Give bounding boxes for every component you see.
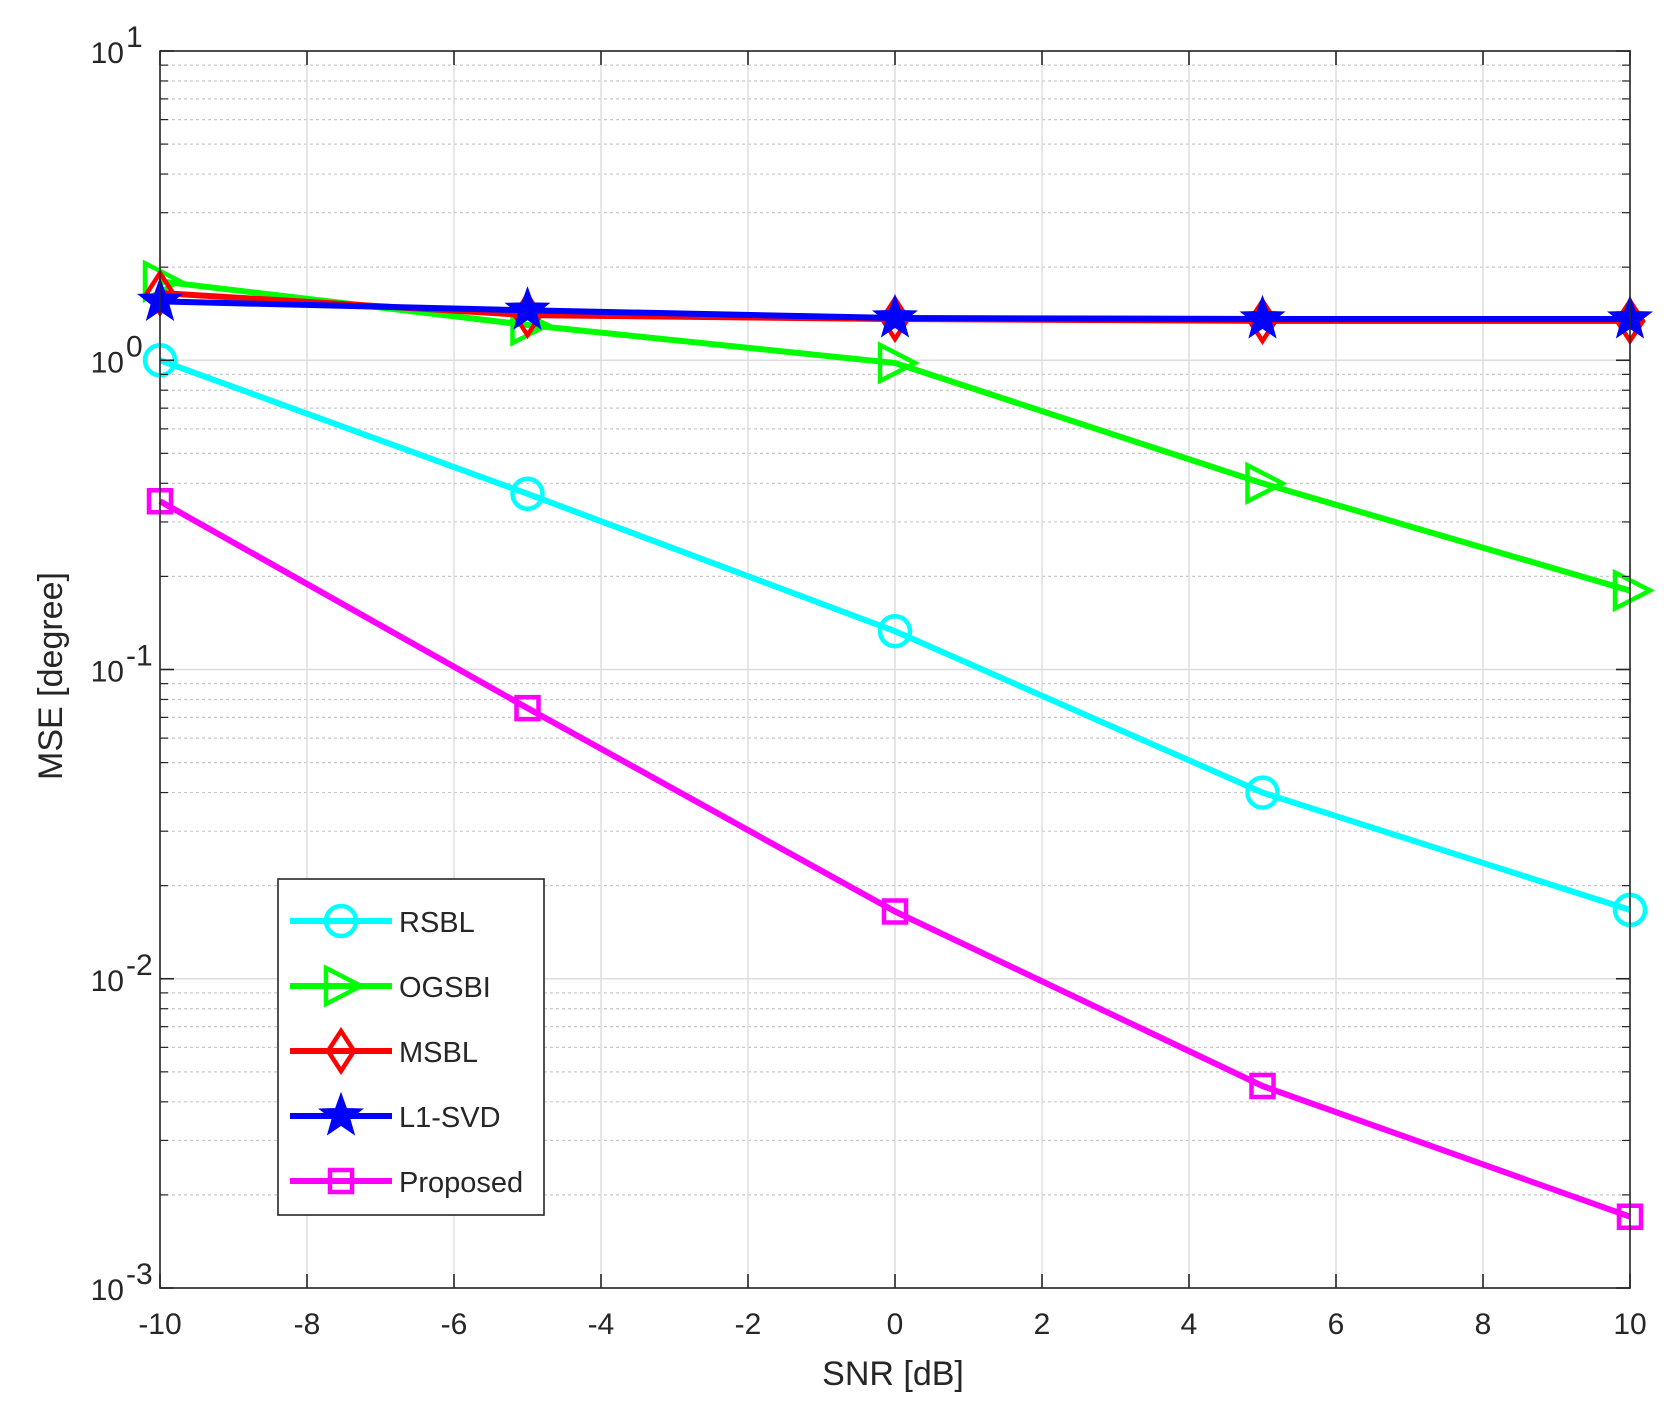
legend-box (277, 878, 545, 1216)
series-proposed (146, 487, 1644, 1230)
y-tick-label: 10 (91, 346, 124, 379)
y-tick-label: 10 (91, 656, 124, 689)
legend-label: RSBL (399, 907, 475, 939)
legend-marker (325, 1026, 357, 1076)
data-point (872, 293, 918, 338)
data-point (1612, 568, 1655, 613)
series (137, 259, 1655, 1230)
x-tick-label: 0 (887, 1308, 904, 1341)
y-tick-exponent: -2 (126, 949, 153, 982)
data-point (504, 286, 551, 330)
data-point (877, 341, 920, 385)
legend-marker (323, 903, 359, 939)
y-tick-label: 10 (91, 1274, 124, 1307)
x-tick-label: 6 (1328, 1308, 1345, 1341)
x-tick-label: -4 (588, 1308, 615, 1341)
legend-label: OGSBI (399, 972, 491, 1004)
legend-label: L1-SVD (399, 1102, 501, 1134)
data-point (1245, 461, 1288, 506)
data-point (1249, 1072, 1276, 1100)
y-tick-exponent: 1 (126, 21, 143, 54)
legend-entry: L1-SVD (290, 1091, 501, 1136)
y-tick-label: 10 (91, 37, 124, 70)
x-tick-label: 10 (1613, 1308, 1646, 1341)
data-point (1245, 775, 1280, 810)
x-axis-label: SNR [dB] (822, 1355, 964, 1393)
legend-entry: OGSBI (290, 964, 491, 1008)
legend-marker (323, 964, 366, 1008)
legend-entry: MSBL (290, 1026, 478, 1076)
x-tick-label: 8 (1475, 1308, 1492, 1341)
y-axis-label: MSE [degree] (32, 572, 70, 780)
series-line (158, 357, 1631, 913)
legend-marker (318, 1091, 364, 1136)
legend-marker (327, 1167, 355, 1195)
x-tick-label: -6 (441, 1308, 468, 1341)
legend-entry: RSBL (290, 903, 475, 939)
data-point (877, 613, 913, 649)
y-tick-exponent: -3 (126, 1258, 153, 1291)
x-tick-label: -10 (138, 1308, 181, 1341)
y-tick-label: 10 (91, 965, 124, 998)
data-point (514, 694, 541, 722)
legend: RSBL OGSBI MSBL L1-SVD Proposed (277, 878, 545, 1216)
data-point (1239, 294, 1286, 339)
series-line (158, 498, 1632, 1220)
x-tick-label: -2 (735, 1308, 762, 1341)
y-tick-exponent: -1 (126, 640, 153, 673)
y-tick-exponent: 0 (126, 330, 143, 363)
legend-entry: Proposed (290, 1167, 523, 1199)
x-tick-label: -8 (294, 1308, 321, 1341)
data-point (510, 476, 545, 512)
legend-label: MSBL (399, 1037, 478, 1069)
x-tick-label: 4 (1181, 1308, 1198, 1341)
data-point (881, 898, 909, 925)
x-tick-label: 2 (1034, 1308, 1051, 1341)
legend-label: Proposed (399, 1167, 523, 1199)
